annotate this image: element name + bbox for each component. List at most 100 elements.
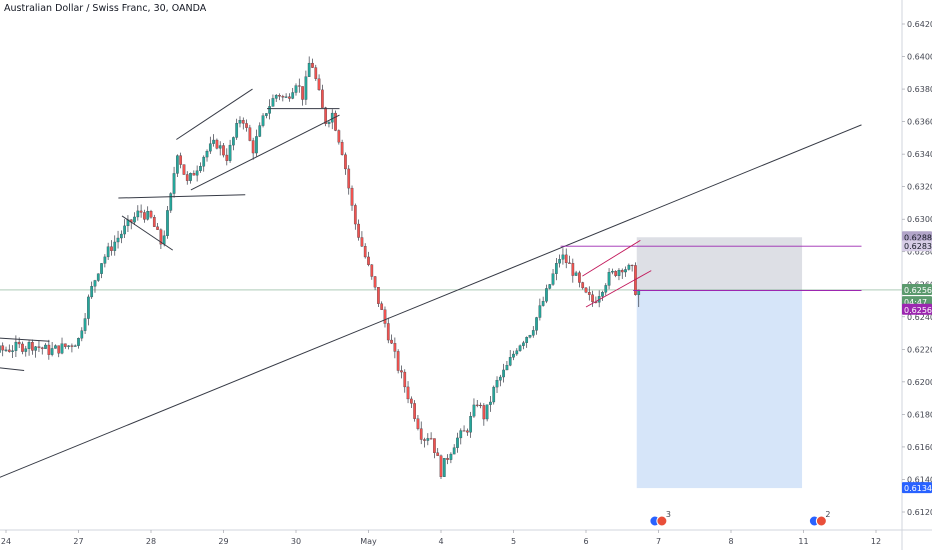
candle-body <box>591 294 594 303</box>
x-tick-label: 28 <box>146 537 156 546</box>
candle-body <box>357 223 360 238</box>
y-tick-label: 0.64000 <box>907 53 932 62</box>
candle-body <box>515 350 519 355</box>
candle-body <box>264 113 268 116</box>
trendlines <box>0 88 862 478</box>
y-tick-label: 0.62200 <box>907 345 932 354</box>
candle-body <box>584 287 588 293</box>
candle-body <box>218 145 222 149</box>
candle-body <box>176 155 179 174</box>
candle-body <box>93 280 97 287</box>
candle-body <box>413 403 416 419</box>
candle-body <box>11 350 14 352</box>
trendline <box>118 194 246 199</box>
candle-body <box>284 96 288 98</box>
candle-body <box>77 338 80 346</box>
x-tick-label: 27 <box>73 537 83 546</box>
candle-body <box>47 344 51 355</box>
candle-body <box>37 346 41 348</box>
x-tick-label: 24 <box>1 537 11 546</box>
price-tag-text: 0.62889 <box>904 233 932 242</box>
candle-body <box>294 85 298 93</box>
candle-body <box>548 284 552 289</box>
candle-body <box>228 144 232 161</box>
candle-body <box>439 455 443 477</box>
x-tick-label: 7 <box>656 537 661 546</box>
candle-body <box>541 301 545 306</box>
candle-body <box>469 416 473 433</box>
candle-body <box>123 225 126 235</box>
candle-body <box>169 193 173 211</box>
candle-body <box>7 349 11 352</box>
trendline <box>121 215 174 251</box>
candle-body <box>90 286 94 298</box>
candle-body <box>80 330 84 339</box>
candle-body <box>17 341 21 345</box>
candle-body <box>14 341 18 351</box>
candle-body <box>195 170 199 176</box>
candle-body <box>149 211 153 218</box>
candle-body <box>278 95 281 97</box>
candle-body <box>419 428 423 440</box>
candle-body <box>492 386 496 403</box>
candle-body <box>505 365 509 371</box>
candle-body <box>179 155 183 165</box>
candle-body <box>498 376 502 381</box>
candle-body <box>508 357 512 366</box>
candle-body <box>271 98 275 107</box>
x-tick-label: 29 <box>218 537 228 546</box>
candle-body <box>495 380 499 388</box>
candle-body <box>472 404 476 417</box>
trendline <box>0 367 25 371</box>
y-tick-label: 0.61400 <box>907 475 932 484</box>
candle-body <box>60 343 64 354</box>
candle-body <box>215 139 219 149</box>
trendline <box>585 270 652 308</box>
candle-body <box>462 430 466 432</box>
candle-body <box>630 264 634 267</box>
x-tick-label: 6 <box>583 537 588 546</box>
candle-body <box>367 256 370 265</box>
candle-body <box>274 95 278 99</box>
candle-body <box>485 404 489 420</box>
candle-body <box>162 235 166 245</box>
candle-body <box>54 345 57 349</box>
candle-body <box>44 344 47 349</box>
candle-body <box>4 349 8 351</box>
candle-body <box>587 292 591 295</box>
candle-body <box>383 309 387 324</box>
candle-body <box>518 345 522 351</box>
x-tick-label: 11 <box>798 537 808 546</box>
candle-body <box>50 348 54 355</box>
candle-body <box>528 335 532 338</box>
candle-body <box>614 270 618 276</box>
candle-body <box>83 318 87 331</box>
candle-body <box>396 351 400 371</box>
candle-body <box>288 96 291 99</box>
candle-body <box>617 269 621 276</box>
candle-body <box>192 173 196 176</box>
candle-body <box>205 150 209 158</box>
candle-body <box>235 123 239 138</box>
candle-body <box>106 246 110 258</box>
x-tick-label: 4 <box>438 537 443 546</box>
candle-body <box>409 398 413 404</box>
time-axis: 24 27 28 29 30 May 4 5 6 7 8 11 12 <box>1 530 881 546</box>
candle-body <box>624 269 627 273</box>
candle-body <box>182 164 186 175</box>
candle-body <box>482 405 486 420</box>
candle-body <box>110 246 113 251</box>
candle-body <box>436 452 440 456</box>
candle-body <box>373 276 377 288</box>
candle-body <box>558 259 561 264</box>
candle-body <box>225 154 229 161</box>
candle-body <box>103 256 107 264</box>
news-event-icon <box>656 515 668 527</box>
candle-body <box>87 296 90 319</box>
candle-body <box>133 216 136 223</box>
candle-body <box>353 205 357 225</box>
trendline <box>176 88 253 140</box>
candle-body <box>611 270 614 273</box>
